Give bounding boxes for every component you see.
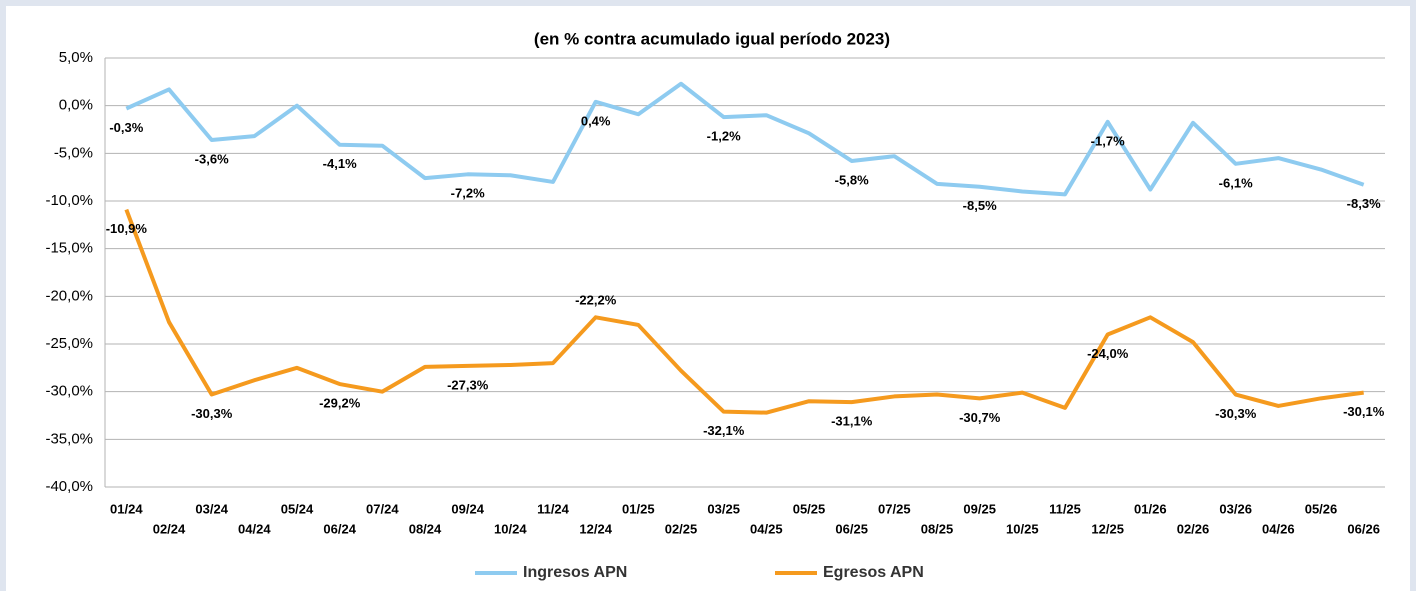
data-label: -24,0%	[1087, 346, 1129, 361]
data-label: 0,4%	[581, 113, 611, 128]
legend-label: Ingresos APN	[523, 564, 627, 581]
y-tick-label: -30,0%	[45, 383, 93, 400]
x-tick-label: 03/24	[195, 501, 228, 516]
x-tick-label: 07/24	[366, 501, 399, 516]
x-tick-label: 04/26	[1262, 521, 1295, 536]
x-tick-label: 02/26	[1177, 521, 1210, 536]
x-tick-label: 03/26	[1219, 501, 1252, 516]
data-label: -32,1%	[703, 423, 745, 438]
data-label: -31,1%	[831, 414, 873, 429]
y-tick-label: -35,0%	[45, 430, 93, 447]
data-label: -8,5%	[963, 198, 997, 213]
data-label: -8,3%	[1347, 196, 1381, 211]
y-tick-label: -40,0%	[45, 478, 93, 495]
data-label: -30,3%	[191, 406, 233, 421]
data-label: -5,8%	[835, 172, 869, 187]
x-tick-label: 10/24	[494, 521, 527, 536]
y-tick-label: -25,0%	[45, 335, 93, 352]
legend-label: Egresos APN	[823, 564, 924, 581]
data-label: -0,3%	[109, 120, 143, 135]
x-tick-label: 11/25	[1049, 501, 1081, 516]
x-tick-label: 02/25	[665, 521, 698, 536]
data-label: -7,2%	[451, 186, 485, 201]
x-tick-label: 06/25	[835, 521, 868, 536]
data-label: -22,2%	[575, 293, 617, 308]
data-label: -27,3%	[447, 377, 489, 392]
chart-title: (en % contra acumulado igual período 202…	[534, 29, 890, 48]
data-label: -30,3%	[1215, 406, 1257, 421]
x-tick-label: 01/24	[110, 501, 143, 516]
x-tick-label: 08/25	[921, 521, 954, 536]
data-line	[124, 208, 1364, 415]
x-tick-label: 08/24	[409, 521, 442, 536]
x-tick-label: 01/26	[1134, 501, 1167, 516]
x-tick-label: 09/24	[451, 501, 484, 516]
x-tick-label: 01/25	[622, 501, 655, 516]
x-tick-label: 07/25	[878, 501, 911, 516]
y-tick-label: -15,0%	[45, 240, 93, 257]
data-label: -1,7%	[1091, 133, 1125, 148]
data-line	[125, 81, 1365, 197]
x-tick-label: 05/24	[281, 501, 314, 516]
x-tick-label: 06/24	[323, 521, 356, 536]
y-tick-label: -20,0%	[45, 287, 93, 304]
x-tick-label: 10/25	[1006, 521, 1039, 536]
data-label: -6,1%	[1219, 175, 1253, 190]
x-tick-label: 04/25	[750, 521, 783, 536]
x-tick-label: 11/24	[537, 501, 570, 516]
y-tick-label: -10,0%	[45, 192, 93, 209]
x-tick-label: 05/25	[793, 501, 826, 516]
x-tick-label: 05/26	[1305, 501, 1338, 516]
x-tick-label: 06/26	[1347, 521, 1380, 536]
data-label: -1,2%	[707, 129, 741, 144]
x-tick-label: 12/25	[1091, 521, 1124, 536]
y-tick-label: -5,0%	[54, 144, 93, 161]
data-label: -4,1%	[323, 156, 357, 171]
x-tick-label: 03/25	[707, 501, 740, 516]
data-label: -3,6%	[195, 151, 229, 166]
data-label: -10,9%	[106, 221, 148, 236]
data-label: -30,1%	[1343, 404, 1385, 419]
y-tick-label: 5,0%	[59, 49, 93, 66]
data-label: -30,7%	[959, 410, 1001, 425]
data-label: -29,2%	[319, 395, 361, 410]
x-tick-label: 04/24	[238, 521, 271, 536]
x-tick-label: 12/24	[579, 521, 612, 536]
x-tick-label: 09/25	[963, 501, 996, 516]
y-tick-label: 0,0%	[59, 97, 93, 114]
x-tick-label: 02/24	[153, 521, 186, 536]
